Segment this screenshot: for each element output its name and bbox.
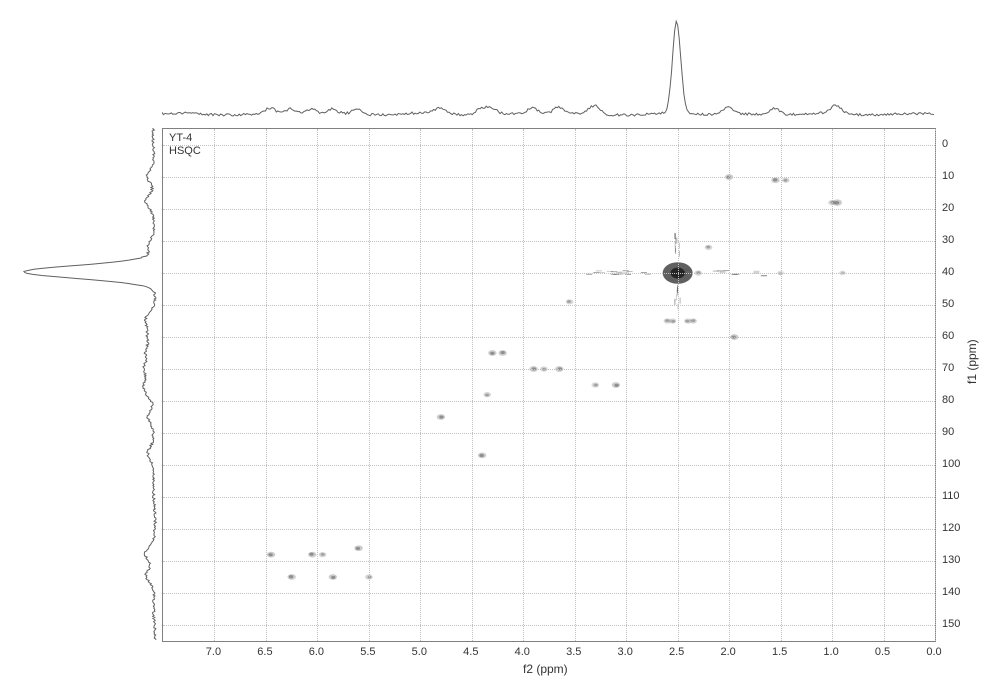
x-tick-label: 0.0	[926, 646, 941, 658]
y-tick-label: 20	[942, 202, 954, 214]
x-tick-label: 6.5	[257, 646, 272, 658]
grid-h	[163, 625, 935, 626]
hsqc-contour-svg	[163, 129, 935, 641]
y-tick-label: 70	[942, 362, 954, 374]
grid-h	[163, 529, 935, 530]
grid-v	[575, 129, 576, 641]
grid-v	[472, 129, 473, 641]
x-tick-label: 2.0	[720, 646, 735, 658]
x-tick-label: 1.5	[772, 646, 787, 658]
x-tick-label: 4.0	[515, 646, 530, 658]
hsqc-2d-plot-area: YT-4 HSQC	[162, 128, 936, 642]
y-tick-label: 50	[942, 298, 954, 310]
grid-v	[832, 129, 833, 641]
y-tick-label: 60	[942, 330, 954, 342]
grid-v	[626, 129, 627, 641]
grid-h	[163, 273, 935, 274]
grid-h	[163, 241, 935, 242]
grid-h	[163, 561, 935, 562]
nmr-hsqc-plot: YT-4 HSQC 0.0 0.5 1.0 1.5 2.0 2.5 3.0 3.5 4.0 4.5…	[0, 0, 1000, 698]
x-tick-label: 3.0	[618, 646, 633, 658]
y-tick-label: 90	[942, 426, 954, 438]
x-tick-label: 7.0	[206, 646, 221, 658]
grid-v	[317, 129, 318, 641]
y-axis-label: f1 (ppm)	[965, 339, 979, 384]
grid-h	[163, 337, 935, 338]
grid-v	[523, 129, 524, 641]
grid-v	[884, 129, 885, 641]
y-tick-label: 110	[942, 490, 960, 502]
x-tick-label: 5.5	[360, 646, 375, 658]
grid-v	[935, 129, 936, 641]
grid-h	[163, 593, 935, 594]
grid-v	[729, 129, 730, 641]
y-tick-label: 30	[942, 234, 954, 246]
grid-h	[163, 209, 935, 210]
grid-h	[163, 305, 935, 306]
x-tick-label: 1.0	[823, 646, 838, 658]
grid-h	[163, 497, 935, 498]
x-tick-label: 5.0	[412, 646, 427, 658]
grid-h	[163, 177, 935, 178]
top-proton-trace	[162, 12, 934, 122]
grid-v	[781, 129, 782, 641]
grid-v	[420, 129, 421, 641]
grid-h	[163, 401, 935, 402]
x-tick-label: 4.5	[463, 646, 478, 658]
left-carbon-trace	[18, 128, 158, 640]
y-tick-label: 140	[942, 586, 960, 598]
y-tick-label: 80	[942, 394, 954, 406]
y-tick-label: 130	[942, 554, 960, 566]
x-tick-label: 3.5	[566, 646, 581, 658]
grid-v	[678, 129, 679, 641]
grid-v	[266, 129, 267, 641]
y-tick-label: 100	[942, 458, 960, 470]
y-tick-label: 0	[942, 138, 948, 150]
x-tick-label: 2.5	[669, 646, 684, 658]
grid-h	[163, 465, 935, 466]
x-tick-label: 0.5	[875, 646, 890, 658]
grid-h	[163, 369, 935, 370]
grid-h	[163, 145, 935, 146]
x-axis-label: f2 (ppm)	[523, 662, 568, 676]
x-tick-label: 6.0	[309, 646, 324, 658]
y-tick-label: 150	[942, 618, 960, 630]
grid-h	[163, 433, 935, 434]
grid-v	[214, 129, 215, 641]
y-tick-label: 120	[942, 522, 960, 534]
grid-v	[369, 129, 370, 641]
y-tick-label: 10	[942, 170, 954, 182]
y-tick-label: 40	[942, 266, 954, 278]
